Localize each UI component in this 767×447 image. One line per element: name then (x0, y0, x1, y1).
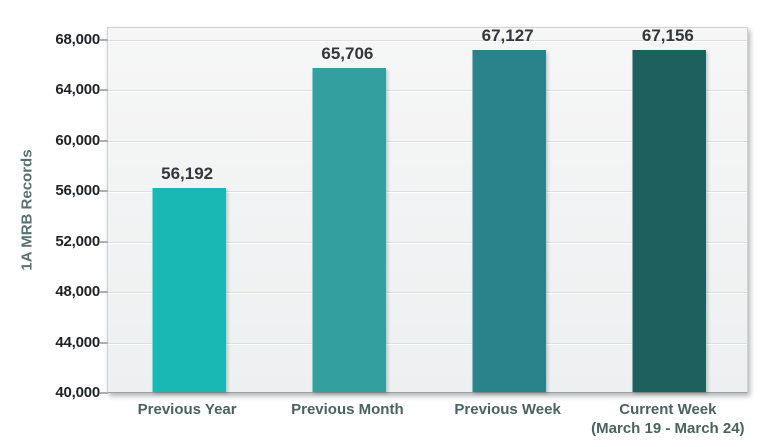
y-tick-label: 60,000 (55, 131, 100, 149)
gridline (108, 90, 747, 93)
y-axis-tick-mark (100, 39, 108, 41)
bar-value-label: 67,156 (641, 25, 694, 45)
gridline (108, 140, 747, 143)
y-axis-tick-mark (100, 341, 108, 344)
x-category-label: Previous Month (291, 401, 404, 418)
y-axis-tick-mark (100, 392, 108, 394)
y-tick-label: 44,000 (55, 333, 100, 351)
bar (472, 50, 547, 392)
x-category-label: Current Week (March 19 - March 24) (591, 401, 745, 437)
y-tick-label: 56,000 (55, 182, 100, 200)
y-tick-label: 48,000 (55, 283, 100, 301)
x-category-label: Previous Year (137, 401, 237, 418)
y-tick-label: 52,000 (55, 232, 100, 250)
y-tick-label: 40,000 (55, 384, 100, 401)
bar (632, 49, 707, 392)
y-axis-tick-mark (100, 240, 108, 243)
gridline (108, 241, 747, 244)
bar (311, 67, 386, 392)
y-axis-tick-mark (100, 89, 108, 92)
x-category-label: Previous Week (454, 401, 561, 418)
bar (151, 187, 226, 392)
y-axis-title: 1A MRB Records (18, 149, 36, 271)
y-axis-tick-mark (100, 139, 108, 142)
gridline (108, 40, 747, 42)
y-axis-tick-mark (100, 291, 108, 294)
y-axis-tick-mark (100, 190, 108, 193)
bar-value-label: 56,192 (161, 163, 214, 183)
gridline (108, 191, 747, 194)
y-tick-label: 64,000 (55, 81, 100, 99)
gridline (108, 292, 747, 295)
plot-area (107, 27, 748, 393)
gridline (108, 342, 747, 345)
bar-value-label: 65,706 (321, 43, 374, 63)
bar-value-label: 67,127 (481, 26, 534, 45)
y-tick-label: 68,000 (55, 31, 100, 48)
